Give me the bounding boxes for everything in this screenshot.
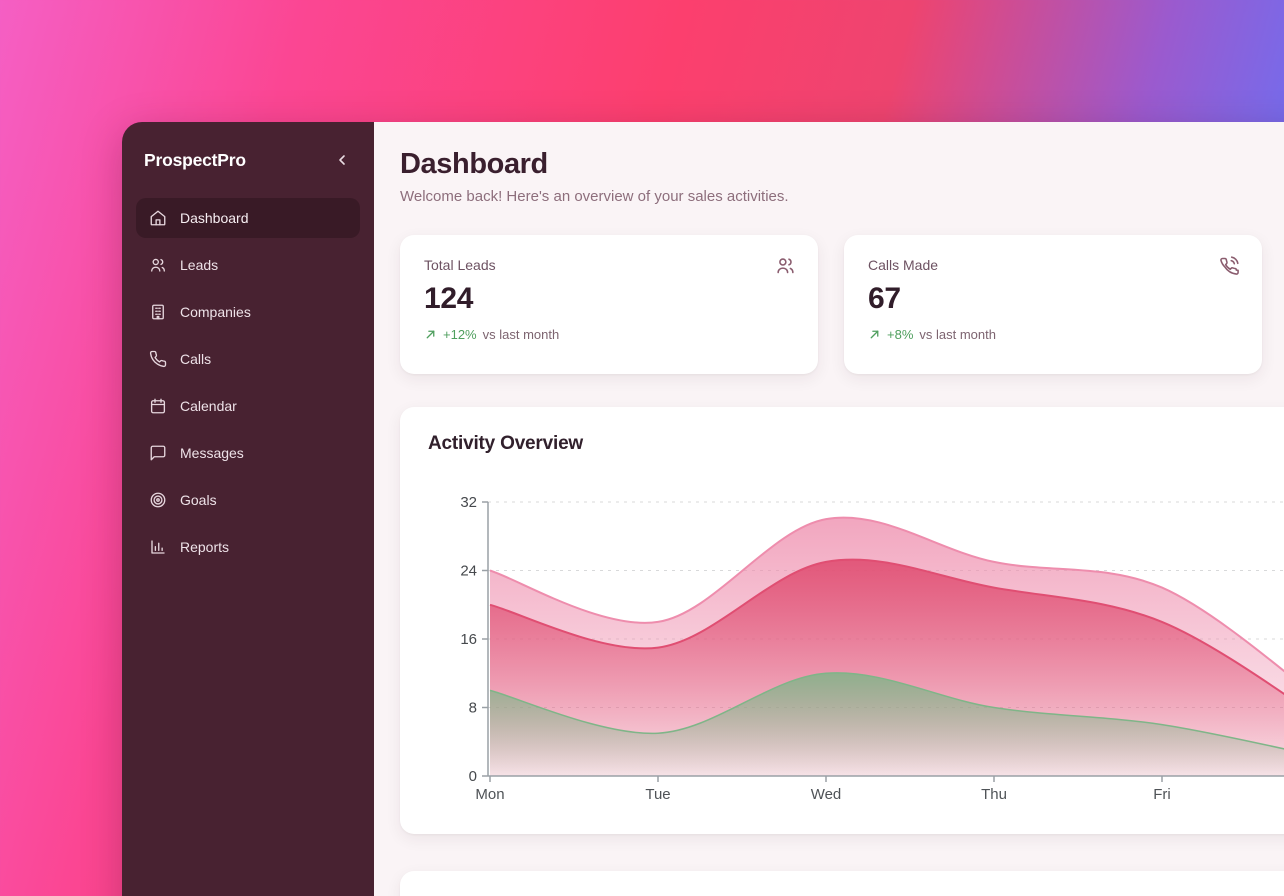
building-icon: [149, 303, 167, 321]
sidebar-item-label: Calls: [180, 351, 212, 367]
sidebar-header: ProspectPro: [136, 122, 360, 172]
stat-trend: +8% vs last month: [868, 327, 1238, 342]
svg-text:8: 8: [469, 700, 477, 717]
chevron-left-icon: [334, 152, 350, 168]
sidebar-item-goals[interactable]: Goals: [136, 480, 360, 520]
app-window: ProspectPro Dashboard Leads: [122, 122, 1284, 896]
svg-text:16: 16: [460, 631, 477, 648]
page-subtitle: Welcome back! Here's an overview of your…: [400, 188, 789, 206]
message-square-icon: [149, 444, 167, 462]
svg-text:Wed: Wed: [811, 786, 842, 803]
trend-percent: +8%: [887, 327, 914, 343]
stat-label: Calls Made: [868, 257, 939, 274]
phone-call-icon: [1219, 255, 1240, 276]
bar-chart-icon: [149, 538, 167, 556]
stats-row: Total Leads 124 +12% vs last month Calls…: [400, 235, 1284, 375]
trend-suffix: vs last month: [919, 327, 996, 343]
stat-value: 124: [424, 282, 474, 316]
svg-text:Mon: Mon: [475, 786, 504, 803]
stat-value: 67: [868, 282, 901, 316]
sidebar-item-dashboard[interactable]: Dashboard: [136, 198, 360, 238]
sidebar-item-companies[interactable]: Companies: [136, 292, 360, 332]
trend-percent: +12%: [443, 327, 477, 343]
sidebar-item-calls[interactable]: Calls: [136, 339, 360, 379]
sidebar-item-label: Goals: [180, 492, 217, 508]
trend-suffix: vs last month: [482, 327, 560, 343]
sidebar-item-label: Calendar: [180, 398, 237, 414]
svg-text:0: 0: [469, 768, 477, 785]
stat-trend: +12% vs last month: [424, 327, 794, 342]
activity-overview-card: Activity Overview 0 8 16 24 32 Mon Tue Wed Thu Fr…: [400, 407, 1284, 835]
stat-label: Total Leads: [424, 257, 496, 274]
target-icon: [149, 491, 167, 509]
stat-card-calls-made: Calls Made 67 +8% vs last month: [844, 235, 1262, 375]
users-icon: [149, 256, 167, 274]
bottom-card-clipped: [400, 871, 1284, 896]
trend-up-icon: [868, 328, 881, 341]
sidebar-collapse-button[interactable]: [330, 148, 354, 172]
sidebar-item-label: Dashboard: [180, 210, 249, 226]
svg-text:Tue: Tue: [645, 786, 670, 803]
chart-title: Activity Overview: [428, 433, 584, 455]
brand-logo: ProspectPro: [144, 149, 246, 170]
sidebar-nav: Dashboard Leads Companies Calls: [136, 198, 360, 567]
sidebar-item-calendar[interactable]: Calendar: [136, 386, 360, 426]
sidebar-item-label: Leads: [180, 257, 219, 273]
stat-card-total-leads: Total Leads 124 +12% vs last month: [400, 235, 818, 375]
sidebar-item-messages[interactable]: Messages: [136, 433, 360, 473]
sidebar-item-label: Companies: [180, 304, 251, 320]
users-icon: [775, 255, 796, 276]
svg-text:32: 32: [460, 494, 477, 511]
svg-text:Thu: Thu: [981, 786, 1007, 803]
svg-text:Fri: Fri: [1153, 786, 1171, 803]
sidebar-item-label: Messages: [180, 445, 244, 461]
sidebar-item-reports[interactable]: Reports: [136, 527, 360, 567]
sidebar-item-label: Reports: [180, 539, 230, 555]
calendar-icon: [149, 397, 167, 415]
sidebar-item-leads[interactable]: Leads: [136, 245, 360, 285]
page-title: Dashboard: [400, 148, 548, 180]
activity-overview-chart: 08162432MonTueWedThuFriSat: [460, 494, 1284, 803]
svg-text:24: 24: [460, 563, 477, 580]
main-content: Dashboard Welcome back! Here's an overvi…: [374, 122, 1284, 896]
sidebar: ProspectPro Dashboard Leads: [122, 122, 374, 896]
home-icon: [149, 209, 167, 227]
phone-icon: [149, 350, 167, 368]
trend-up-icon: [424, 328, 437, 341]
